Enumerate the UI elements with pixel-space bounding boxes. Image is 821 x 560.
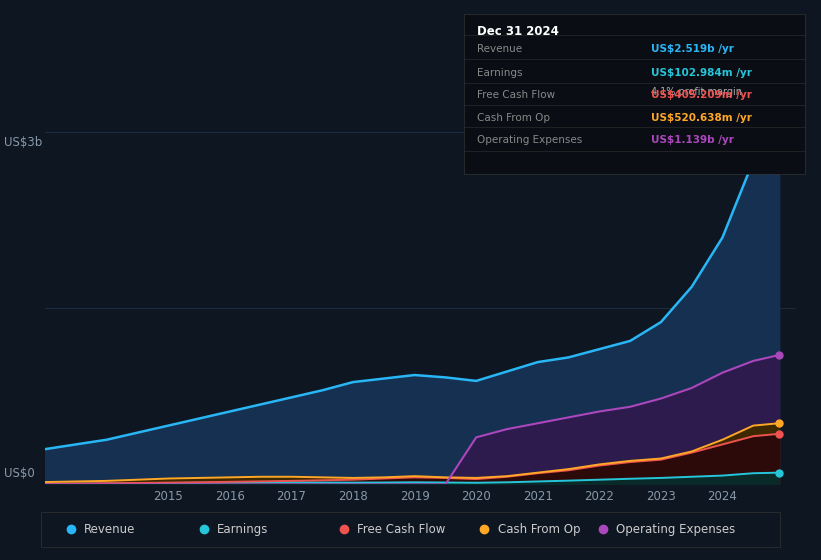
Text: Free Cash Flow: Free Cash Flow — [478, 90, 556, 100]
Text: US$102.984m /yr: US$102.984m /yr — [651, 68, 752, 78]
Text: Earnings: Earnings — [478, 68, 523, 78]
Text: 4.1% profit margin: 4.1% profit margin — [651, 87, 742, 97]
Text: US$1.139b /yr: US$1.139b /yr — [651, 135, 734, 145]
Text: Operating Expenses: Operating Expenses — [616, 522, 735, 536]
Text: Cash From Op: Cash From Op — [498, 522, 580, 536]
Text: US$2.519b /yr: US$2.519b /yr — [651, 44, 734, 54]
Text: US$3b: US$3b — [4, 136, 43, 150]
Text: Cash From Op: Cash From Op — [478, 113, 551, 123]
Text: US$520.638m /yr: US$520.638m /yr — [651, 113, 752, 123]
Text: Dec 31 2024: Dec 31 2024 — [478, 25, 559, 38]
Text: Revenue: Revenue — [84, 522, 135, 536]
Text: Revenue: Revenue — [478, 44, 523, 54]
Text: Free Cash Flow: Free Cash Flow — [357, 522, 446, 536]
Text: US$405.209m /yr: US$405.209m /yr — [651, 90, 752, 100]
Text: Earnings: Earnings — [217, 522, 268, 536]
Text: Operating Expenses: Operating Expenses — [478, 135, 583, 145]
Text: US$0: US$0 — [4, 466, 34, 480]
